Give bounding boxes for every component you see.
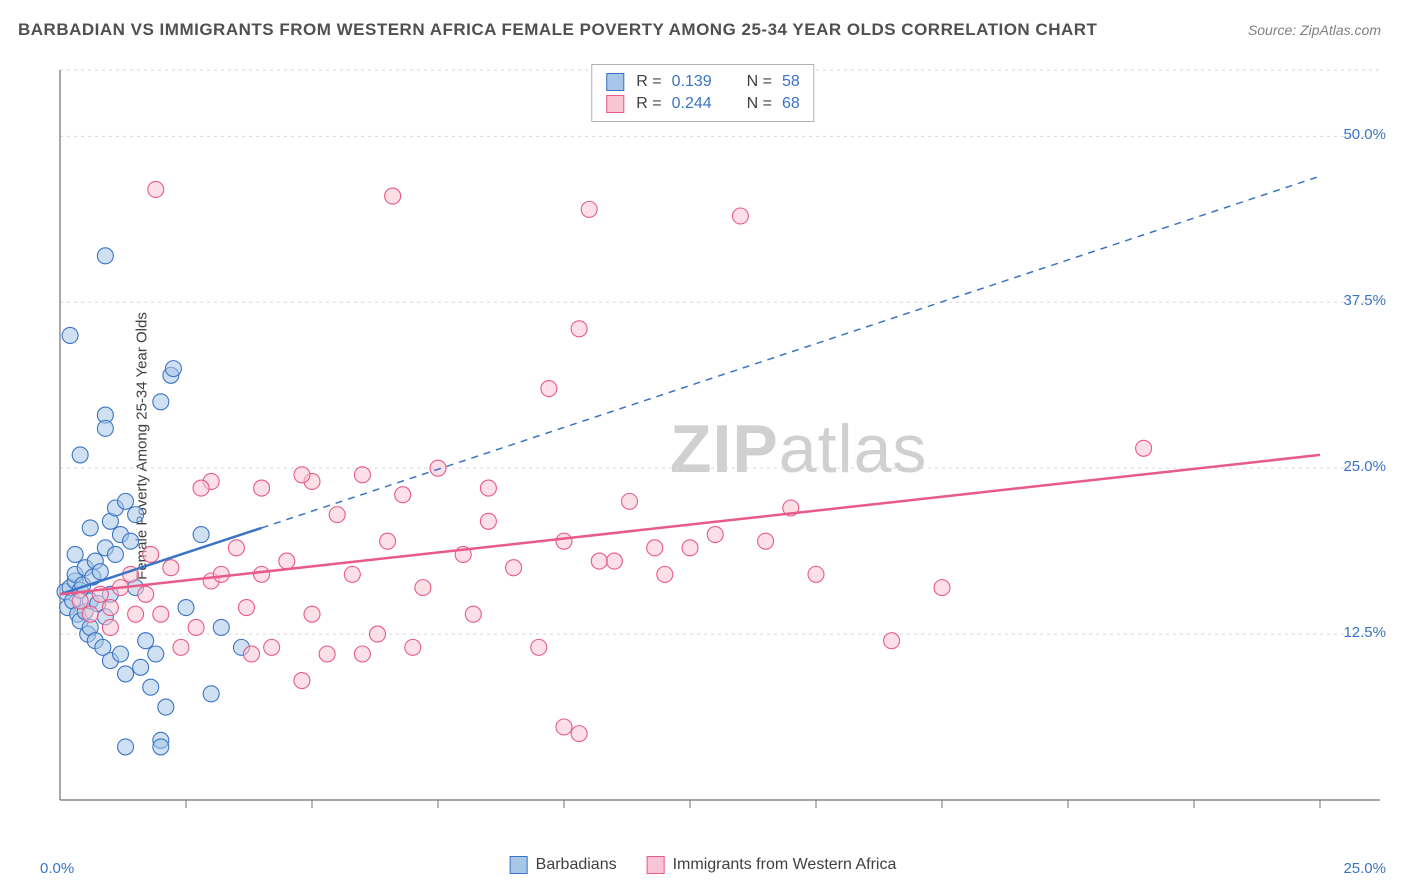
legend-swatch (510, 856, 528, 874)
correlation-chart: BARBADIAN VS IMMIGRANTS FROM WESTERN AFR… (0, 0, 1406, 892)
legend-r-value: 0.244 (672, 95, 727, 113)
legend-stats-row: R = 0.139 N = 58 (606, 71, 799, 93)
legend-r-label: R = (636, 73, 661, 91)
legend-swatch (606, 95, 624, 113)
legend-n-value: 58 (782, 73, 800, 91)
legend-series-label: Barbadians (536, 856, 617, 874)
chart-source: Source: ZipAtlas.com (1248, 22, 1381, 38)
y-tick-label: 25.0% (1343, 458, 1386, 475)
y-tick-label: 37.5% (1343, 292, 1386, 309)
legend-series: Barbadians Immigrants from Western Africa (510, 856, 897, 874)
legend-stats-row: R = 0.244 N = 68 (606, 93, 799, 115)
legend-r-value: 0.139 (672, 73, 727, 91)
legend-swatch (647, 856, 665, 874)
x-origin-label: 0.0% (40, 860, 74, 877)
legend-series-item: Immigrants from Western Africa (647, 856, 897, 874)
plot-area (50, 60, 1380, 840)
legend-series-item: Barbadians (510, 856, 617, 874)
y-tick-label: 12.5% (1343, 624, 1386, 641)
x-max-label: 25.0% (1343, 860, 1386, 877)
legend-series-label: Immigrants from Western Africa (673, 856, 897, 874)
legend-n-label: N = (747, 73, 772, 91)
legend-n-label: N = (747, 95, 772, 113)
legend-n-value: 68 (782, 95, 800, 113)
legend-swatch (606, 73, 624, 91)
y-tick-label: 50.0% (1343, 126, 1386, 143)
legend-stats: R = 0.139 N = 58 R = 0.244 N = 68 (591, 64, 814, 122)
chart-title: BARBADIAN VS IMMIGRANTS FROM WESTERN AFR… (18, 20, 1097, 40)
legend-r-label: R = (636, 95, 661, 113)
plot-svg (50, 60, 1380, 840)
